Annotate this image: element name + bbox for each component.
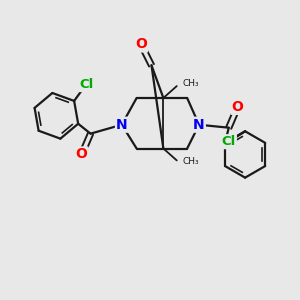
Text: O: O [76,148,88,161]
Text: O: O [135,38,147,52]
Text: Cl: Cl [79,78,93,91]
Text: O: O [232,100,244,114]
Text: CH₃: CH₃ [182,79,199,88]
Text: N: N [116,118,128,132]
Text: CH₃: CH₃ [182,158,199,166]
Text: N: N [193,118,205,132]
Text: Cl: Cl [222,135,236,148]
